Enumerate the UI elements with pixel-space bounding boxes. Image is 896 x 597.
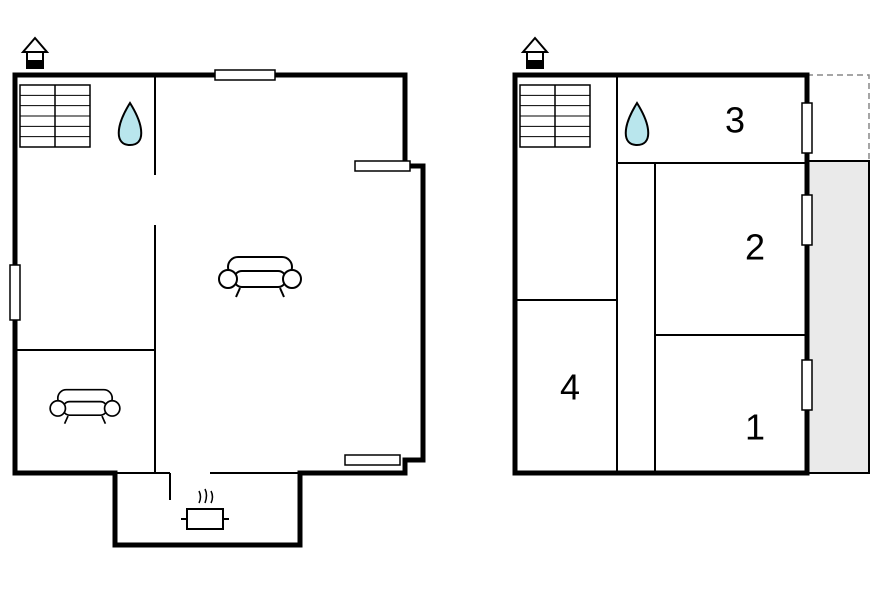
window-icon (802, 195, 812, 245)
window-icon (355, 161, 410, 171)
room-label-3: 3 (725, 100, 745, 141)
window-icon (10, 265, 20, 320)
chimney-roof-icon (523, 38, 547, 52)
window-icon (345, 455, 400, 465)
floor-ground (10, 38, 423, 545)
floor-upper: 3 2 1 4 (515, 38, 869, 473)
floorplan-canvas: 3 2 1 4 (0, 0, 896, 597)
stove-icon (181, 489, 229, 529)
water-drop-icon (626, 103, 649, 145)
chimney-stripe-icon (27, 60, 43, 68)
chimney-stripe-icon (527, 60, 543, 68)
room-label-4: 4 (560, 367, 580, 408)
room-label-1: 1 (745, 407, 765, 448)
room-label-2: 2 (745, 227, 765, 268)
water-drop-icon (119, 103, 142, 145)
window-icon (802, 103, 812, 153)
balcony-area (807, 161, 869, 473)
window-icon (215, 70, 275, 80)
balcony-dashed (807, 75, 869, 161)
sofa-icon (50, 390, 120, 424)
sofa-icon (219, 257, 301, 297)
window-icon (802, 360, 812, 410)
chimney-roof-icon (23, 38, 47, 52)
